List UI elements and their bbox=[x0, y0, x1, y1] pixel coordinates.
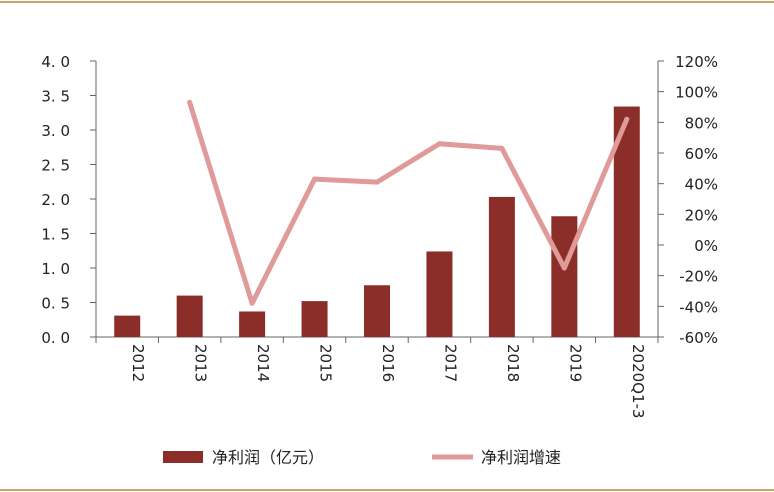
right-tick-label: 60% bbox=[685, 145, 718, 163]
right-tick-label: 40% bbox=[685, 176, 718, 194]
left-tick-label: 1. 0 bbox=[41, 260, 70, 278]
growth-point-2018 bbox=[499, 145, 505, 151]
bar-2012 bbox=[114, 315, 141, 337]
left-tick-label: 2. 5 bbox=[41, 157, 70, 175]
left-tick-label: 3. 5 bbox=[41, 88, 70, 106]
legend-swatch-net-profit bbox=[163, 451, 203, 463]
bottom-border-line bbox=[0, 489, 774, 491]
x-tick-label: 2013 bbox=[192, 344, 210, 382]
top-border-line bbox=[0, 1, 774, 3]
left-tick-label: 4. 0 bbox=[41, 53, 70, 71]
growth-point-2019 bbox=[561, 265, 567, 271]
bar-2016 bbox=[364, 285, 390, 337]
left-tick-label: 2. 0 bbox=[41, 191, 70, 209]
left-tick-label: 0. 5 bbox=[41, 295, 70, 313]
bar-2013 bbox=[176, 295, 203, 337]
ticks-layer: 0. 0 0. 5 1. 0 1. 5 2. 0 2. 5 3. 0 3. 5 4. 0 -60%… bbox=[41, 53, 718, 418]
left-tick-label: 1. 5 bbox=[41, 226, 70, 244]
x-tick-label: 2016 bbox=[379, 344, 397, 382]
growth-point-2014 bbox=[249, 300, 255, 306]
bars-layer bbox=[114, 106, 640, 337]
right-tick-label: 120% bbox=[675, 53, 718, 71]
left-tick-label: 0. 0 bbox=[41, 329, 70, 347]
x-tick-label: 2020Q1-3 bbox=[629, 344, 647, 418]
growth-point-2013 bbox=[187, 99, 193, 105]
bar-2015 bbox=[301, 301, 328, 337]
bar-2019 bbox=[551, 216, 578, 337]
x-tick-label: 2015 bbox=[317, 344, 335, 382]
growth-line bbox=[187, 99, 630, 306]
growth-point-2015 bbox=[312, 176, 318, 182]
bar-2017 bbox=[426, 251, 453, 337]
left-tick-label: 3. 0 bbox=[41, 122, 70, 140]
x-tick-label: 2017 bbox=[441, 344, 459, 382]
growth-point-2017 bbox=[436, 141, 442, 147]
bar-2018 bbox=[488, 196, 515, 337]
right-tick-label: 20% bbox=[685, 206, 718, 224]
right-tick-label: 80% bbox=[685, 114, 718, 132]
right-tick-label: -20% bbox=[679, 268, 718, 286]
legend-label-net-profit: 净利润（亿元） bbox=[212, 448, 324, 467]
line-layer bbox=[187, 99, 630, 306]
right-tick-label: -60% bbox=[679, 329, 718, 347]
growth-point-2016 bbox=[374, 179, 380, 185]
x-tick-label: 2012 bbox=[129, 344, 147, 382]
legend-label-growth: 净利润增速 bbox=[481, 448, 561, 467]
legend: 净利润（亿元） 净利润增速 bbox=[163, 448, 561, 467]
growth-point-2020Q1-3 bbox=[624, 116, 630, 122]
right-tick-label: -40% bbox=[679, 298, 718, 316]
x-tick-label: 2014 bbox=[254, 344, 272, 382]
right-tick-label: 100% bbox=[675, 84, 718, 102]
x-tick-label: 2018 bbox=[504, 344, 522, 382]
x-tick-label: 2019 bbox=[566, 344, 584, 382]
right-tick-label: 0% bbox=[694, 237, 718, 255]
bar-2014 bbox=[239, 311, 266, 337]
